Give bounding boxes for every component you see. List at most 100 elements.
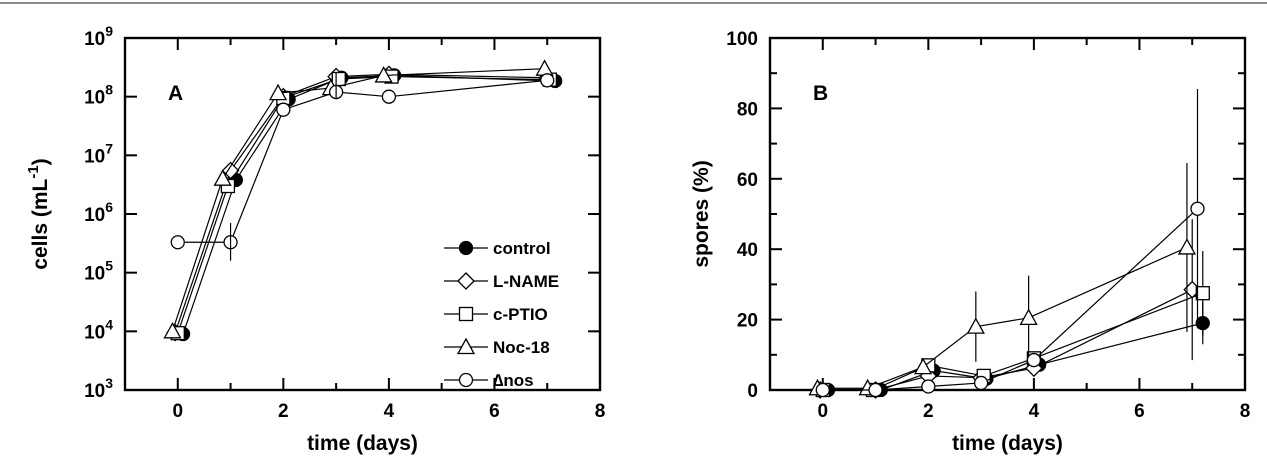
data-point xyxy=(1019,308,1038,325)
series-line xyxy=(182,74,556,335)
y-tick-exponent: 6 xyxy=(105,199,113,215)
legend-marker xyxy=(456,337,476,355)
data-point xyxy=(1026,352,1042,368)
data-point xyxy=(381,89,397,104)
y-tick-label: 103 xyxy=(84,375,113,402)
series-line xyxy=(817,246,1188,389)
y-axis-title-sup: -1 xyxy=(25,165,42,178)
data-point xyxy=(1190,201,1205,216)
plot-frame xyxy=(768,36,1247,392)
y-tick-exponent: 3 xyxy=(105,375,113,391)
series-0 xyxy=(820,302,1210,398)
legend-marker xyxy=(458,372,474,388)
y-tick-label: 0 xyxy=(747,381,758,402)
data-point xyxy=(966,317,985,334)
y-tick-exponent: 7 xyxy=(105,140,113,156)
y-tick-exponent: 5 xyxy=(105,258,113,274)
series-line xyxy=(822,208,1198,391)
y-tick-label: 40 xyxy=(737,240,758,261)
panel-b: 0 2 4 6 8 time (days) 0 20 40 60 80 100 spores (%) B xyxy=(690,29,1250,455)
panel-label: B xyxy=(813,82,828,105)
data-point xyxy=(331,71,346,87)
x-tick-label: 2 xyxy=(278,401,289,422)
y-axis-title-close: ) xyxy=(29,158,52,165)
y-tick-label: 109 xyxy=(84,23,113,50)
y-tick-base: 10 xyxy=(84,205,105,226)
y-tick-base: 10 xyxy=(84,264,105,285)
data-point xyxy=(1177,238,1197,255)
y-tick-label: 106 xyxy=(84,199,113,226)
y-axis-title: spores (%) xyxy=(690,160,713,267)
series-3 xyxy=(808,162,1197,396)
series-2 xyxy=(815,250,1210,398)
series-line xyxy=(822,292,1203,391)
series-1 xyxy=(811,219,1202,399)
y-tick-base: 10 xyxy=(84,146,105,167)
legend-label: L-NAME xyxy=(493,272,559,291)
y-tick-exponent: 9 xyxy=(105,23,113,39)
data-point xyxy=(540,73,555,88)
y-tick-label: 105 xyxy=(84,258,113,285)
data-point xyxy=(268,83,288,101)
series-2 xyxy=(170,69,558,341)
series-4 xyxy=(170,73,555,250)
series-line xyxy=(174,73,548,333)
legend-marker xyxy=(458,240,474,256)
data-point xyxy=(374,66,393,83)
x-axis-title: time (days) xyxy=(952,432,1063,455)
y-tick-label: 60 xyxy=(737,170,758,191)
data-point xyxy=(213,169,232,186)
y-tick-label: 20 xyxy=(737,311,758,332)
y-tick-exponent: 8 xyxy=(105,82,113,98)
y-tick-label: 107 xyxy=(84,140,113,167)
y-tick-label: 100 xyxy=(726,29,758,50)
data-point xyxy=(1195,286,1210,301)
legend-label: control xyxy=(493,239,551,258)
legend-marker xyxy=(457,272,475,290)
data-point xyxy=(276,102,291,117)
x-tick-label: 2 xyxy=(923,401,934,422)
data-point xyxy=(815,382,830,398)
x-tick-label: 8 xyxy=(595,401,606,422)
y-axis-title-base: cells (mL xyxy=(29,178,52,269)
x-tick-label: 4 xyxy=(1029,401,1040,422)
data-point xyxy=(913,357,933,375)
y-tick-base: 10 xyxy=(84,381,105,402)
data-point xyxy=(535,59,554,76)
series-1 xyxy=(166,65,557,342)
x-tick-label: 8 xyxy=(1240,401,1251,422)
x-tick-label: 6 xyxy=(489,401,500,422)
x-tick-label: 0 xyxy=(172,401,183,422)
x-axis-title: time (days) xyxy=(307,432,418,455)
y-tick-label: 80 xyxy=(737,99,758,120)
series-line xyxy=(177,79,548,243)
x-tick-label: 0 xyxy=(817,401,828,422)
data-point xyxy=(921,379,936,394)
series-0 xyxy=(175,68,563,342)
legend-marker xyxy=(458,306,474,322)
series-line xyxy=(828,322,1203,391)
series-line xyxy=(171,68,545,332)
x-tick-label: 6 xyxy=(1134,401,1145,422)
y-tick-base: 10 xyxy=(84,88,105,109)
y-tick-base: 10 xyxy=(84,29,105,50)
y-tick-label: 104 xyxy=(84,316,113,343)
y-axis-title: cells (mL-1) xyxy=(25,158,52,269)
legend-label: ∆nos xyxy=(493,371,534,390)
x-tick-label: 4 xyxy=(384,401,395,422)
data-point xyxy=(973,375,989,391)
panel-label: A xyxy=(168,82,183,105)
legend-label: c-PTIO xyxy=(493,305,548,324)
series-3 xyxy=(163,59,554,339)
legend-label: Noc-18 xyxy=(493,338,550,357)
data-point xyxy=(170,235,185,250)
y-tick-base: 10 xyxy=(84,322,105,343)
y-tick-label: 108 xyxy=(84,82,113,109)
data-point xyxy=(163,321,182,339)
y-tick-exponent: 4 xyxy=(105,316,113,332)
series-4 xyxy=(815,89,1205,398)
series-line xyxy=(177,75,550,334)
data-point xyxy=(868,382,883,398)
